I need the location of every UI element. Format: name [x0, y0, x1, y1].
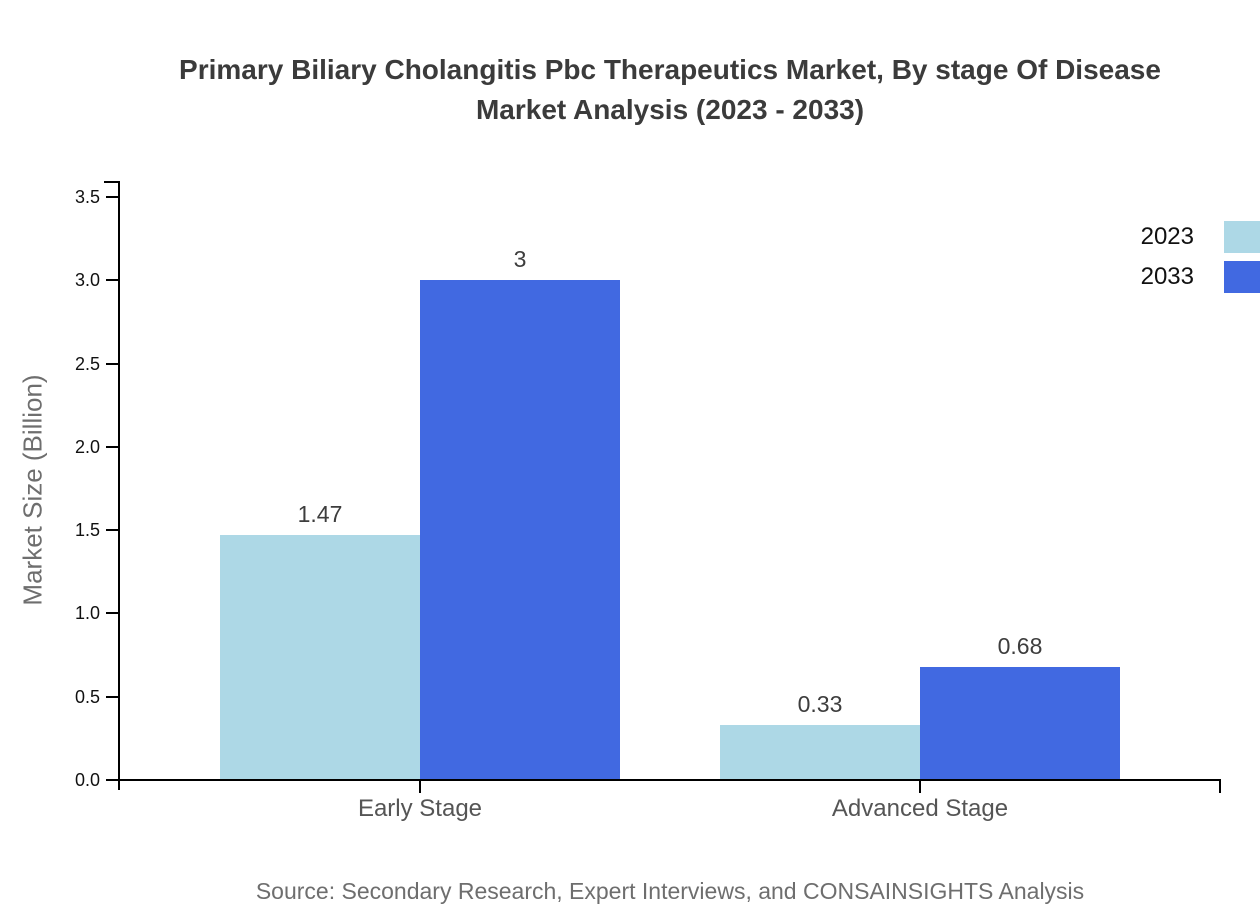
chart-title-line1: Primary Biliary Cholangitis Pbc Therapeu… — [179, 54, 1161, 85]
y-tick-label-2.5: 2.5 — [74, 354, 100, 374]
legend-swatch-2033 — [1224, 261, 1260, 293]
y-tick-label-0.5: 0.5 — [74, 687, 100, 707]
y-tick-label-3.5: 3.5 — [74, 187, 100, 207]
legend-label-2023: 2023 — [1140, 223, 1194, 250]
y-tick-0.5 — [106, 696, 119, 698]
y-axis-spine — [118, 181, 120, 790]
y-axis-top-cap — [104, 181, 119, 183]
value-label-2033-advanced-stage: 0.68 — [997, 633, 1043, 659]
y-tick-3.0 — [106, 279, 119, 281]
y-tick-2.0 — [106, 446, 119, 448]
bar-2023-advanced-stage — [720, 725, 920, 780]
x-axis-end-cap — [1219, 779, 1221, 793]
value-label-2023-advanced-stage: 0.33 — [797, 691, 843, 717]
chart-title: Primary Biliary Cholangitis Pbc Therapeu… — [80, 50, 1260, 130]
legend: 2023 2033 — [1141, 221, 1260, 301]
y-tick-1.5 — [106, 529, 119, 531]
x-axis-line — [106, 779, 1220, 781]
y-tick-label-2.0: 2.0 — [74, 437, 100, 457]
value-label-2033-early-stage: 3 — [513, 246, 527, 272]
legend-item-2023: 2023 — [1141, 221, 1260, 253]
y-tick-label-0.0: 0.0 — [74, 770, 100, 790]
legend-item-2033: 2033 — [1141, 261, 1260, 293]
y-tick-3.5 — [106, 196, 119, 198]
value-label-2023-early-stage: 1.47 — [297, 501, 343, 527]
chart-title-line2: Market Analysis (2023 - 2033) — [475, 94, 865, 125]
y-tick-2.5 — [106, 363, 119, 365]
y-tick-0.0 — [106, 779, 119, 781]
legend-swatch-2023 — [1224, 221, 1260, 253]
source-note: Source: Secondary Research, Expert Inter… — [255, 878, 1085, 904]
bar-2033-early-stage — [420, 280, 620, 780]
y-tick-1.0 — [106, 612, 119, 614]
y-tick-label-1.0: 1.0 — [74, 603, 100, 623]
x-tick-advanced-stage — [919, 779, 921, 793]
bar-2023-early-stage — [220, 535, 420, 780]
category-label-advanced-stage: Advanced Stage — [831, 795, 1009, 822]
x-tick-early-stage — [419, 779, 421, 793]
bar-2033-advanced-stage — [920, 667, 1120, 780]
y-tick-label-3.0: 3.0 — [74, 270, 100, 290]
legend-label-2033: 2033 — [1140, 263, 1194, 290]
category-label-early-stage: Early Stage — [357, 795, 483, 822]
y-tick-label-1.5: 1.5 — [74, 520, 100, 540]
